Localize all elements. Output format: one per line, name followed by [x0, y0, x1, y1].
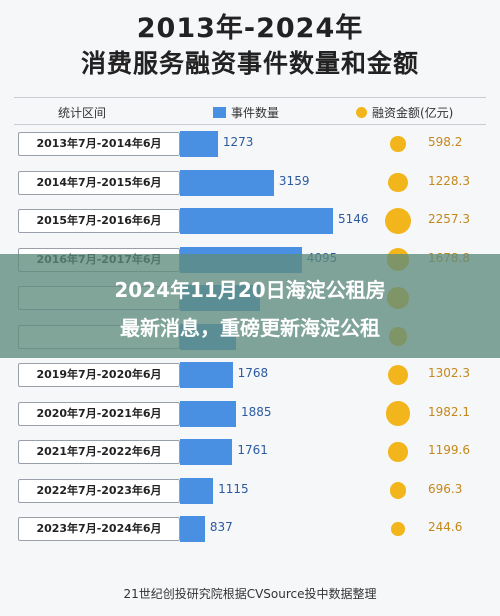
header-amount: 融资金额(亿元): [356, 104, 453, 121]
amount-circle: [390, 136, 406, 152]
amount-circle: [388, 172, 408, 193]
amount-value-label: 244.6: [428, 520, 463, 534]
chart-title-line1: 2013年-2024年: [136, 13, 364, 44]
count-value-label: 1273: [222, 135, 254, 149]
table-row: 2023年7月-2024年6月 837 244.6: [14, 513, 486, 545]
count-bar: [180, 131, 218, 157]
amount-circle: [389, 482, 407, 499]
count-bar: [180, 477, 214, 504]
amount-legend-icon: [356, 107, 367, 118]
count-value-label: 837: [209, 520, 233, 534]
header-amount-label: 融资金额(亿元): [372, 106, 454, 120]
amount-value-label: 1302.3: [428, 366, 470, 380]
overlay-line1: 2024年11月20日海淀公租房: [114, 278, 386, 302]
count-value-label: 5146: [338, 212, 369, 226]
header-count: 事件数量: [213, 104, 279, 121]
count-value-label: 3159: [278, 173, 310, 188]
amount-circle: [391, 522, 405, 536]
period-label: 2023年7月-2024年6月: [18, 517, 180, 541]
amount-value-label: 1199.6: [428, 443, 470, 457]
table-row: 2013年7月-2014年6月 1273 598.2: [14, 128, 486, 160]
count-bar: [180, 208, 333, 234]
table-row: 2015年7月-2016年6月 5146 2257.3: [14, 205, 486, 237]
count-bar: [180, 516, 205, 542]
count-legend-icon: [213, 107, 226, 118]
period-label: 2022年7月-2023年6月: [18, 478, 180, 503]
table-row: 2021年7月-2022年6月 1761 1199.6: [14, 436, 486, 468]
table-row: 2020年7月-2021年6月 1885 1982.1: [14, 398, 486, 430]
table-row: 2014年7月-2015年6月 3159 1228.3: [14, 167, 486, 199]
data-source-note: 21世纪创投研究院根据CVSource投中数据整理: [123, 587, 377, 601]
amount-circle: [385, 208, 411, 234]
amount-value-label: 598.2: [428, 135, 463, 149]
overlay-banner: 2024年11月20日海淀公租房 最新消息，重磅更新海淀公租: [0, 254, 500, 358]
period-label: 2019年7月-2020年6月: [18, 363, 180, 387]
count-value-label: 1768: [237, 366, 269, 380]
period-label: 2021年7月-2022年6月: [18, 440, 180, 464]
count-value-label: 1885: [241, 404, 272, 419]
header-bottom-rule: [14, 124, 486, 125]
period-label: 2014年7月-2015年6月: [18, 170, 180, 195]
overlay-line2: 最新消息，重磅更新海淀公租: [120, 316, 380, 340]
count-bar: [180, 400, 237, 427]
period-label: 2020年7月-2021年6月: [18, 401, 180, 426]
table-row: 2019年7月-2020年6月 1768 1302.3: [14, 359, 486, 391]
period-label: 2015年7月-2016年6月: [18, 209, 180, 233]
header-period: 统计区间: [58, 104, 106, 121]
header-period-label: 统计区间: [58, 106, 107, 120]
amount-value-label: 1982.1: [428, 404, 470, 419]
header-count-label: 事件数量: [231, 106, 280, 120]
count-bar: [180, 362, 233, 388]
chart-title-line2: 消费服务融资事件数量和金额: [80, 49, 419, 78]
table-row: 2022年7月-2023年6月 1115 696.3: [14, 475, 486, 507]
count-bar: [180, 439, 233, 465]
period-label: 2013年7月-2014年6月: [18, 132, 180, 156]
amount-circle: [385, 401, 411, 426]
amount-value-label: 696.3: [428, 481, 463, 496]
count-bar: [180, 169, 274, 196]
count-value-label: 1115: [218, 481, 249, 496]
amount-value-label: 2257.3: [428, 212, 470, 226]
header-top-rule: [14, 97, 486, 98]
amount-value-label: 1228.3: [428, 173, 470, 188]
amount-circle: [388, 442, 408, 462]
amount-circle: [387, 364, 409, 386]
count-value-label: 1761: [237, 443, 268, 457]
